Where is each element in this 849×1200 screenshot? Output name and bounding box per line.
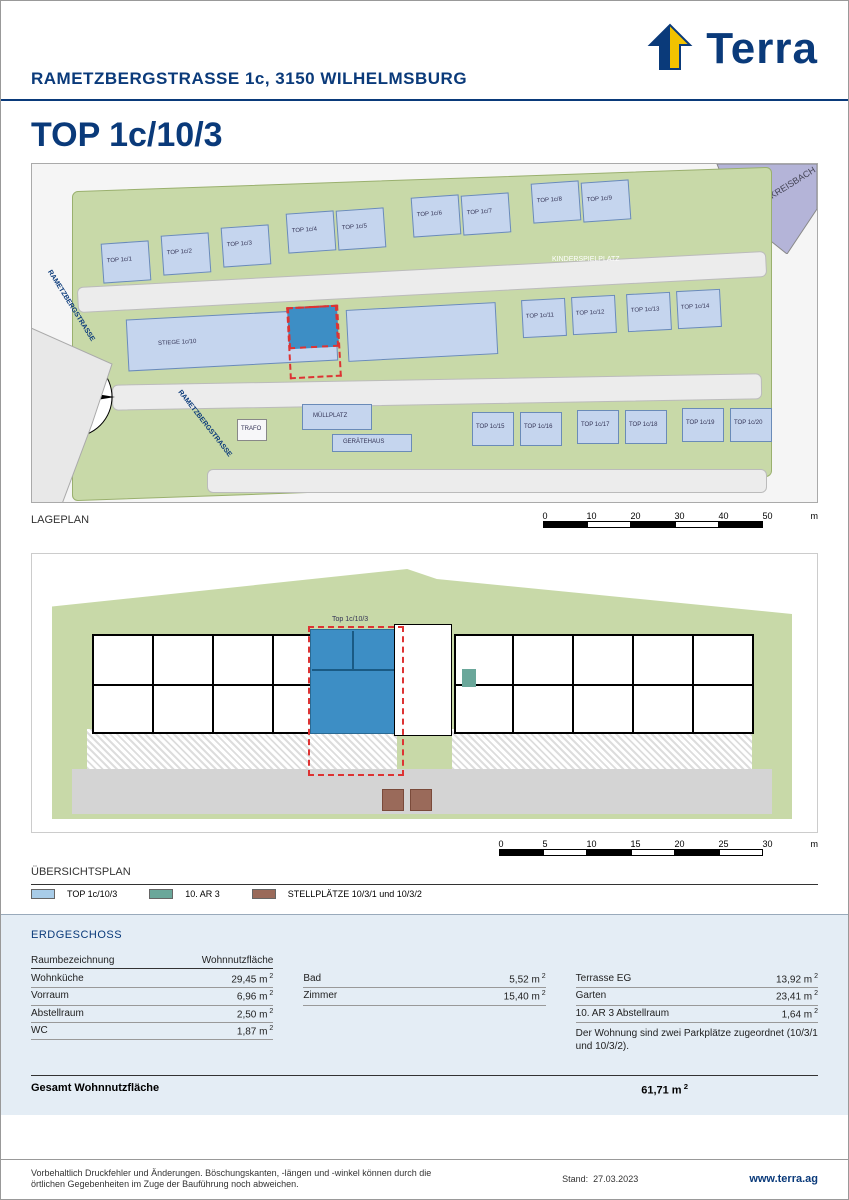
- neighbor-area: [31, 324, 132, 503]
- site-building: TOP 1c/2: [161, 232, 212, 275]
- brand-name: Terra: [706, 24, 818, 74]
- room-row: Wohnküche29,45 m 2: [31, 971, 273, 988]
- site-building: TOP 1c/18: [625, 410, 667, 444]
- site-building: TOP 1c/17: [577, 410, 619, 444]
- floor-unit-outline: [308, 626, 404, 776]
- site-building: [346, 302, 499, 362]
- room-header-area: Wohnnutzfläche: [202, 955, 274, 966]
- legend-swatch: [252, 889, 276, 899]
- rooms-total: Gesamt Wohnnutzfläche 61,71 m 2: [31, 1075, 818, 1097]
- content: TOP 1c/10/3 KREISBACH TOP 1c/1TOP 1c/2TO…: [1, 101, 848, 1115]
- site-building: TOP 1c/12: [571, 295, 617, 335]
- room-row: Terrasse EG13,92 m 2: [576, 971, 818, 988]
- legend-label: TOP 1c/10/3: [67, 889, 117, 899]
- brand-logo: Terra: [642, 21, 818, 77]
- site-plan: KREISBACH TOP 1c/1TOP 1c/2TOP 1c/3TOP 1c…: [31, 163, 818, 503]
- site-building: TOP 1c/5: [336, 207, 387, 250]
- site-building: TOP 1c/11: [521, 298, 567, 338]
- rooms-note: Der Wohnung sind zwei Parkplätze zugeord…: [576, 1027, 818, 1053]
- parking-spot-2: [410, 789, 432, 811]
- header: RAMETZBERGSTRASSE 1c, 3150 WILHELMSBURG …: [1, 1, 848, 101]
- room-row: 10. AR 3 Abstellraum1,64 m 2: [576, 1006, 818, 1023]
- room-row: Zimmer15,40 m 2: [303, 988, 545, 1005]
- site-plan-caption: LAGEPLAN: [31, 514, 89, 526]
- unit-outline: [286, 305, 342, 380]
- floor-plan-caption: ÜBERSICHTSPLAN: [31, 866, 818, 878]
- trafo: TRAFO: [237, 419, 267, 441]
- legend-label: 10. AR 3: [185, 889, 220, 899]
- site-building: TOP 1c/14: [676, 289, 722, 329]
- rooms-section: ERDGESCHOSS Raumbezeichnung Wohnnutzfläc…: [1, 914, 848, 1115]
- site-plan-scale: 01020304050 m: [543, 511, 819, 528]
- legend: TOP 1c/10/3 10. AR 3 STELLPLÄTZE 10/3/1 un…: [31, 884, 818, 899]
- room-row: Garten23,41 m 2: [576, 988, 818, 1005]
- footer-disclaimer: Vorbehaltlich Druckfehler und Änderungen…: [31, 1168, 451, 1191]
- unit-title: TOP 1c/10/3: [31, 116, 818, 155]
- site-building: TOP 1c/7: [461, 192, 512, 235]
- muellplatz: MÜLLPLATZ: [302, 404, 372, 430]
- site-building: TOP 1c/16: [520, 412, 562, 446]
- rooms-col-3: .. Terrasse EG13,92 m 2Garten23,41 m 210…: [576, 955, 818, 1053]
- page: RAMETZBERGSTRASSE 1c, 3150 WILHELMSBURG …: [0, 0, 849, 1200]
- site-building: TOP 1c/15: [472, 412, 514, 446]
- floor-plan: Top 1c/10/3: [31, 553, 818, 833]
- site-plan-caption-row: LAGEPLAN 01020304050 m: [31, 511, 818, 528]
- playground-label: KINDERSPIELPLATZ: [552, 256, 620, 263]
- room-header-name: Raumbezeichnung: [31, 955, 114, 966]
- ar3-marker: [462, 669, 476, 687]
- rooms-title: ERDGESCHOSS: [31, 929, 818, 941]
- legend-swatch: [149, 889, 173, 899]
- footer-date: Stand: 27.03.2023: [562, 1174, 638, 1184]
- legend-label: STELLPLÄTZE 10/3/1 und 10/3/2: [288, 889, 422, 899]
- site-building: TOP 1c/3: [221, 224, 272, 267]
- floor-unit-label: Top 1c/10/3: [332, 616, 368, 623]
- site-building: TOP 1c/20: [730, 408, 772, 442]
- rooms-col-1: Raumbezeichnung Wohnnutzfläche Wohnküche…: [31, 955, 273, 1053]
- parking-spot-1: [382, 789, 404, 811]
- footer-site: www.terra.ag: [749, 1173, 818, 1185]
- site-building: TOP 1c/13: [626, 292, 672, 332]
- logo-arrow-icon: [642, 21, 698, 77]
- floor-plan-scale: 051015202530 m: [499, 839, 819, 856]
- footer: Vorbehaltlich Druckfehler und Änderungen…: [1, 1159, 848, 1199]
- rooms-col-2: .. Bad5,52 m 2Zimmer15,40 m 2: [303, 955, 545, 1053]
- site-building: TOP 1c/1: [101, 240, 152, 283]
- header-address: RAMETZBERGSTRASSE 1c, 3150 WILHELMSBURG: [31, 69, 467, 89]
- site-building: TOP 1c/19: [682, 408, 724, 442]
- room-row: Bad5,52 m 2: [303, 971, 545, 988]
- site-building: TOP 1c/9: [581, 179, 632, 222]
- total-label: Gesamt Wohnnutzfläche: [31, 1082, 159, 1097]
- total-value: 61,71 m 2: [641, 1082, 688, 1097]
- site-building: TOP 1c/4: [286, 210, 337, 253]
- room-row: Vorraum6,96 m 2: [31, 988, 273, 1005]
- site-building: TOP 1c/6: [411, 194, 462, 237]
- room-row: Abstellraum2,50 m 2: [31, 1006, 273, 1023]
- site-building: TOP 1c/8: [531, 180, 582, 223]
- room-row: WC1,87 m 2: [31, 1023, 273, 1040]
- floor-plan-scale-row: 051015202530 m: [31, 839, 818, 856]
- legend-swatch: [31, 889, 55, 899]
- geraetehaus: GERÄTEHAUS: [332, 434, 412, 452]
